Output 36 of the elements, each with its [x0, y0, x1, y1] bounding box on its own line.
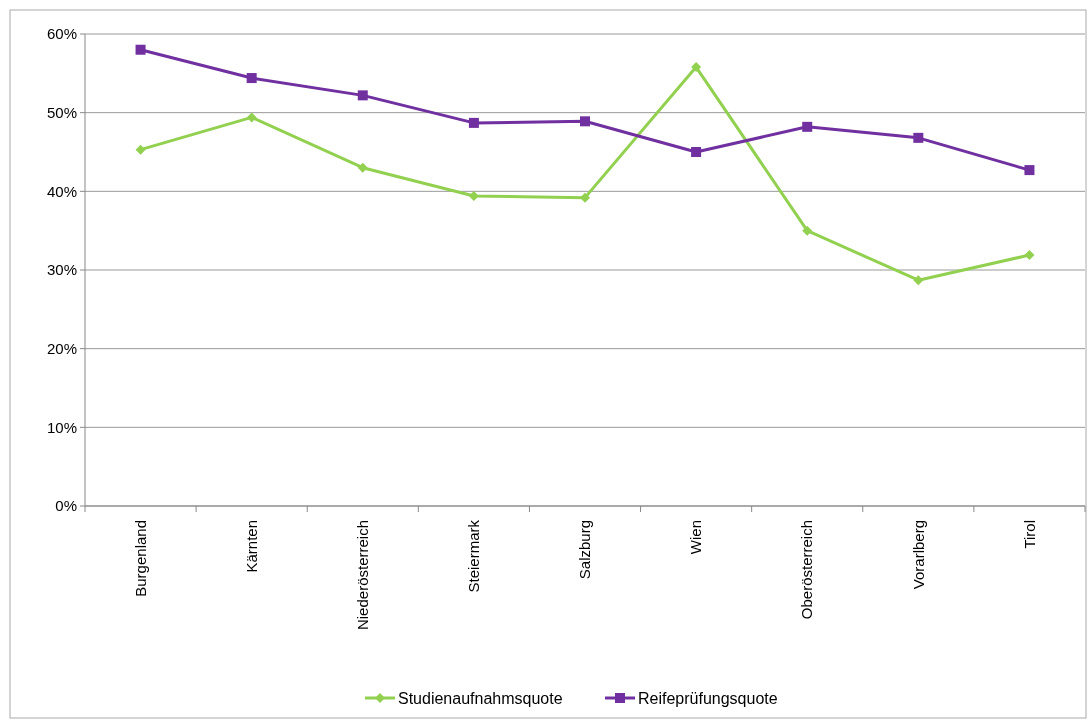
x-tick-label: Tirol [1020, 520, 1038, 549]
point [802, 121, 813, 132]
point [1024, 165, 1035, 176]
point [357, 90, 368, 101]
x-tick-label: Salzburg [576, 520, 594, 580]
point [580, 192, 590, 203]
point [691, 62, 702, 73]
point [802, 225, 813, 236]
y-tick-label: 50% [46, 103, 77, 121]
x-tick-label: Steiermark [465, 519, 483, 593]
legend-label: Studienaufnahmsquote [398, 689, 563, 707]
point [691, 147, 702, 157]
point [135, 144, 146, 155]
y-tick-label: 0% [55, 497, 77, 515]
y-tick-label: 40% [46, 182, 77, 200]
x-tick-label: Oberösterreich [798, 520, 816, 620]
y-tick-label: 10% [46, 418, 77, 436]
y-tick-label: 30% [46, 261, 77, 279]
point [246, 112, 257, 123]
point [580, 116, 590, 127]
point [913, 132, 924, 143]
point [246, 73, 257, 84]
y-tick-label: 20% [46, 339, 77, 357]
x-tick-label: Niederösterreich [354, 520, 372, 631]
point [357, 162, 368, 173]
x-tick-label: Kärnten [242, 520, 260, 573]
y-tick-label: 60% [46, 25, 77, 43]
legend-label: Reifeprüfungsquote [638, 689, 778, 707]
point [468, 191, 479, 202]
point [135, 44, 146, 55]
x-tick-label: Vorarlberg [909, 520, 927, 590]
point [913, 275, 924, 286]
x-tick-label: Wien [687, 520, 705, 555]
x-tick-label: Burgenland [131, 520, 149, 597]
point [468, 117, 479, 128]
point [1024, 250, 1035, 261]
